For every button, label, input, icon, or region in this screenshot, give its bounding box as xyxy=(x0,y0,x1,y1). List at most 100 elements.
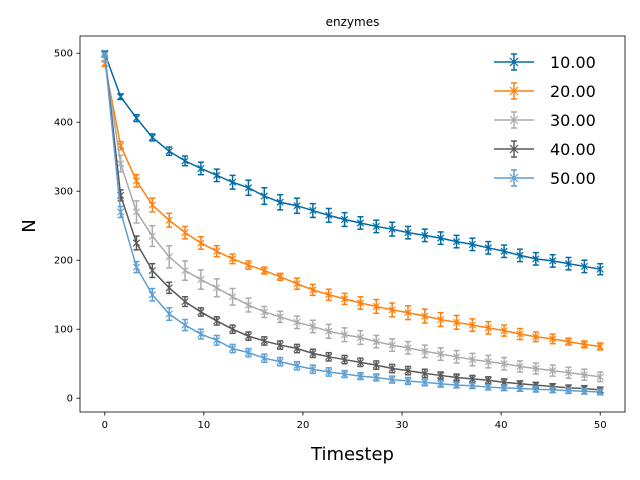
marker-stroke xyxy=(596,342,604,351)
data-point xyxy=(404,366,412,375)
data-point xyxy=(165,216,173,224)
series-line xyxy=(104,54,601,393)
data-point xyxy=(356,358,365,366)
data-point xyxy=(181,297,189,306)
marker-stroke xyxy=(117,160,125,168)
marker-stroke xyxy=(197,308,205,316)
legend-marker xyxy=(509,57,519,67)
data-point xyxy=(325,327,333,335)
marker-stroke xyxy=(293,280,301,288)
legend-label: 20.00 xyxy=(550,82,596,101)
data-point xyxy=(340,215,349,224)
data-point xyxy=(340,295,349,303)
marker-stroke xyxy=(213,171,221,179)
marker-stroke xyxy=(437,380,445,388)
data-point xyxy=(276,313,284,321)
marker-stroke xyxy=(421,369,429,377)
data-point xyxy=(260,337,268,345)
data-point xyxy=(260,192,268,200)
data-point xyxy=(564,369,573,377)
data-point xyxy=(372,338,380,346)
marker-stroke xyxy=(132,177,141,185)
marker-stroke xyxy=(356,372,365,380)
marker-stroke xyxy=(356,299,365,307)
data-point xyxy=(132,239,141,247)
marker-stroke xyxy=(181,157,189,165)
marker-stroke xyxy=(244,261,253,269)
marker-stroke xyxy=(356,333,365,342)
data-point xyxy=(596,265,604,273)
data-point xyxy=(596,373,604,381)
data-point xyxy=(197,275,205,284)
data-point xyxy=(388,364,396,373)
data-point xyxy=(181,228,189,237)
data-point xyxy=(468,355,477,364)
data-point xyxy=(197,308,205,316)
data-point xyxy=(148,201,156,209)
x-tick-label: 50 xyxy=(594,420,607,431)
marker-stroke xyxy=(309,206,317,215)
marker-stroke xyxy=(452,381,461,389)
marker-stroke xyxy=(197,239,205,247)
data-point xyxy=(148,232,156,240)
data-point xyxy=(165,147,173,155)
marker-stroke xyxy=(132,114,141,122)
marker-stroke xyxy=(404,344,412,352)
legend-label: 40.00 xyxy=(550,140,596,159)
data-point xyxy=(325,291,333,299)
data-point xyxy=(244,349,253,357)
legend-entry-0: 10.00 xyxy=(494,53,596,72)
marker-stroke xyxy=(148,133,156,142)
data-point xyxy=(309,286,317,294)
y-tick-label: 100 xyxy=(54,325,73,336)
marker-stroke xyxy=(421,378,429,386)
data-point xyxy=(596,388,604,396)
marker-stroke xyxy=(388,364,396,373)
marker-stroke xyxy=(132,208,141,216)
y-tick-label: 300 xyxy=(54,187,73,198)
data-point xyxy=(293,318,301,326)
data-point xyxy=(244,261,253,269)
data-point xyxy=(580,340,588,349)
legend: 10.00 20.00 30.00 40.00 50.00 xyxy=(494,53,596,188)
x-tick-label: 0 xyxy=(102,420,108,431)
marker-stroke xyxy=(309,365,317,373)
marker-stroke xyxy=(260,337,268,345)
data-point xyxy=(421,312,429,320)
data-point xyxy=(293,362,301,370)
data-point xyxy=(197,330,205,338)
data-point xyxy=(452,237,461,246)
data-point xyxy=(276,198,284,206)
marker-stroke xyxy=(132,239,141,247)
x-tick-label: 10 xyxy=(197,420,210,431)
marker-stroke xyxy=(421,231,429,240)
marker-stroke xyxy=(516,330,524,338)
marker-stroke xyxy=(516,362,524,371)
data-point xyxy=(452,353,461,361)
data-point xyxy=(165,253,173,261)
marker-stroke xyxy=(260,308,268,316)
y-tick-label: 200 xyxy=(54,256,73,267)
marker-stroke xyxy=(181,266,189,275)
marker-stroke xyxy=(468,321,477,329)
marker-stroke xyxy=(421,347,429,355)
marker-stroke xyxy=(117,93,125,101)
data-point xyxy=(213,336,221,344)
data-point xyxy=(165,310,173,318)
marker-stroke xyxy=(309,349,317,357)
marker-stroke xyxy=(293,318,301,326)
data-point xyxy=(356,372,365,380)
data-point xyxy=(228,255,237,263)
marker-stroke xyxy=(228,293,237,301)
marker-stroke xyxy=(293,362,301,370)
data-point xyxy=(213,247,221,255)
legend-entry-1: 20.00 xyxy=(494,82,596,101)
legend-label: 10.00 xyxy=(550,53,596,72)
legend-entry-3: 40.00 xyxy=(494,140,596,159)
marker-stroke xyxy=(309,322,317,331)
data-point xyxy=(564,386,573,395)
marker-stroke xyxy=(468,240,477,248)
marker-stroke xyxy=(468,382,477,390)
marker-stroke xyxy=(549,257,557,265)
data-point xyxy=(437,234,445,242)
